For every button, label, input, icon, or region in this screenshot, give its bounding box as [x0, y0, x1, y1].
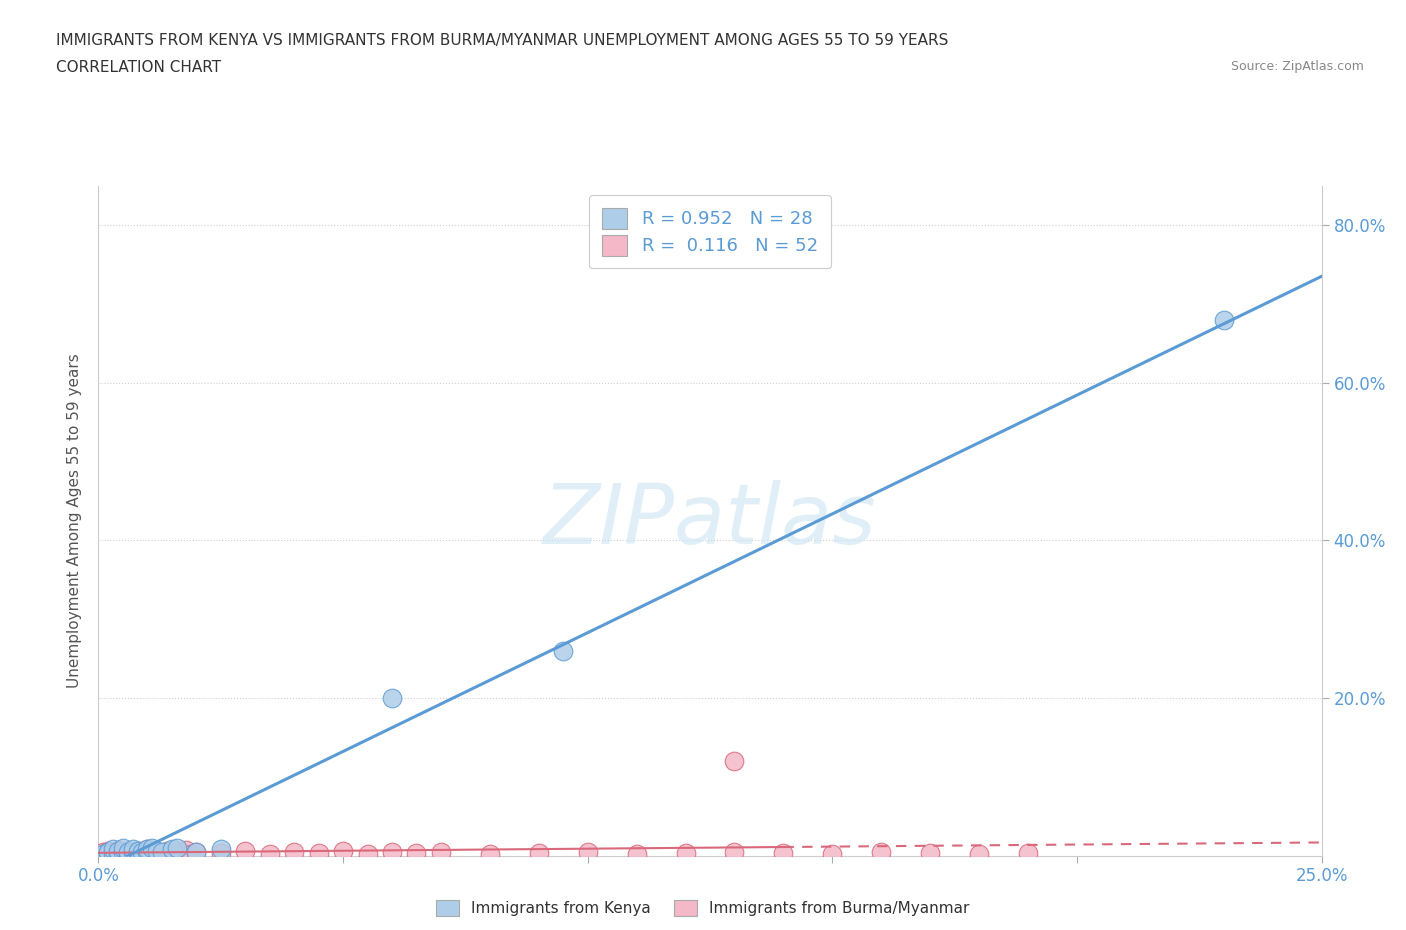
Point: [117, 845, 139, 860]
Point: [111, 841, 134, 856]
Point: [111, 845, 134, 860]
Point: [626, 846, 648, 861]
Point: [170, 845, 193, 860]
Point: [209, 845, 232, 860]
Point: [723, 753, 745, 768]
Point: [160, 846, 183, 861]
Point: [146, 844, 169, 858]
Point: [675, 845, 697, 860]
Point: [111, 844, 134, 859]
Point: [160, 842, 183, 857]
Point: [723, 844, 745, 859]
Point: [576, 845, 599, 860]
Legend: Immigrants from Kenya, Immigrants from Burma/Myanmar: Immigrants from Kenya, Immigrants from B…: [430, 894, 976, 923]
Point: [259, 846, 281, 861]
Point: [107, 846, 129, 861]
Text: Source: ZipAtlas.com: Source: ZipAtlas.com: [1230, 60, 1364, 73]
Point: [121, 842, 143, 857]
Point: [553, 644, 575, 658]
Point: [107, 845, 129, 860]
Point: [146, 844, 169, 859]
Point: [127, 845, 149, 860]
Point: [186, 844, 208, 859]
Point: [127, 844, 149, 858]
Point: [430, 844, 453, 859]
Point: [107, 844, 129, 858]
Point: [527, 845, 550, 860]
Point: [141, 841, 163, 856]
Point: [101, 844, 124, 859]
Point: [920, 845, 942, 860]
Point: [209, 842, 232, 857]
Point: [283, 844, 305, 859]
Point: [127, 845, 149, 860]
Point: [772, 845, 794, 860]
Point: [91, 846, 114, 861]
Point: [136, 845, 159, 860]
Legend: R = 0.952   N = 28, R =  0.116   N = 52: R = 0.952 N = 28, R = 0.116 N = 52: [589, 195, 831, 269]
Point: [478, 846, 501, 861]
Point: [870, 845, 893, 860]
Point: [332, 844, 354, 858]
Point: [91, 844, 114, 859]
Point: [117, 844, 139, 859]
Point: [136, 842, 159, 857]
Point: [150, 845, 173, 860]
Point: [107, 843, 129, 857]
Point: [967, 846, 990, 861]
Point: [101, 842, 124, 857]
Point: [381, 845, 404, 860]
Point: [131, 844, 153, 859]
Point: [121, 846, 143, 861]
Point: [136, 845, 159, 860]
Point: [166, 841, 188, 856]
Point: [131, 846, 153, 861]
Text: CORRELATION CHART: CORRELATION CHART: [56, 60, 221, 75]
Point: [97, 844, 120, 858]
Point: [101, 845, 124, 860]
Point: [405, 845, 427, 860]
Text: ZIPatlas: ZIPatlas: [543, 480, 877, 562]
Point: [117, 846, 139, 861]
Point: [150, 844, 173, 859]
Point: [176, 843, 198, 857]
Point: [186, 845, 208, 860]
Point: [308, 845, 330, 860]
Point: [1017, 845, 1039, 860]
Point: [97, 844, 120, 859]
Point: [821, 846, 844, 861]
Point: [141, 845, 163, 860]
Point: [97, 845, 120, 860]
Point: [97, 845, 120, 860]
Text: IMMIGRANTS FROM KENYA VS IMMIGRANTS FROM BURMA/MYANMAR UNEMPLOYMENT AMONG AGES 5: IMMIGRANTS FROM KENYA VS IMMIGRANTS FROM…: [56, 33, 949, 47]
Point: [356, 846, 378, 861]
Point: [180, 846, 202, 861]
Point: [233, 844, 256, 858]
Point: [121, 844, 143, 859]
Point: [381, 691, 404, 706]
Point: [117, 844, 139, 858]
Point: [127, 844, 149, 858]
Point: [156, 844, 179, 858]
Point: [101, 846, 124, 861]
Y-axis label: Unemployment Among Ages 55 to 59 years: Unemployment Among Ages 55 to 59 years: [66, 353, 82, 688]
Point: [121, 845, 143, 860]
Point: [91, 846, 114, 861]
Point: [166, 844, 188, 859]
Point: [111, 846, 134, 861]
Point: [136, 842, 159, 857]
Point: [1212, 312, 1234, 327]
